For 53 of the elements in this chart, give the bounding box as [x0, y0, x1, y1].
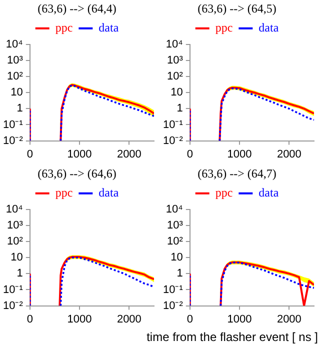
- y-tick-label: 10³: [6, 54, 24, 66]
- x-tick-label: 0: [26, 313, 33, 326]
- y-tick-label: 10⁻¹: [162, 284, 184, 296]
- y-tick-label: 10: [10, 252, 23, 264]
- y-tick-label: 10²: [6, 70, 24, 83]
- y-tick-label: 10⁻²: [2, 300, 24, 312]
- legend-label: data: [98, 186, 120, 200]
- x-tick-label: 1000: [227, 313, 252, 326]
- y-tick-label: 10⁴: [166, 203, 184, 216]
- x-tick-label: 2000: [276, 313, 302, 326]
- x-axis-title: time from the flasher event [ ns ]: [146, 330, 318, 344]
- chart-title: (63,6) --> (64,6): [38, 166, 116, 180]
- legend-label: ppc: [215, 20, 233, 35]
- y-tick-label: 10²: [6, 236, 24, 248]
- y-tick-label: 10⁻¹: [162, 118, 184, 131]
- y-tick-label: 10³: [6, 220, 24, 232]
- y-tick-label: 1: [176, 102, 183, 115]
- legend-label: data: [98, 20, 120, 35]
- y-tick-label: 10⁻²: [162, 134, 184, 147]
- y-tick-label: 1: [16, 268, 23, 280]
- y-tick-label: 10³: [166, 220, 184, 232]
- y-tick-label: 1: [16, 102, 23, 115]
- x-tick-label: 2000: [116, 148, 142, 160]
- x-tick-label: 1000: [227, 148, 252, 160]
- x-tick-label: 2000: [116, 313, 142, 326]
- legend-label: ppc: [55, 186, 73, 200]
- y-tick-label: 10⁻¹: [2, 118, 24, 131]
- legend-label: ppc: [55, 20, 73, 35]
- x-tick-label: 0: [186, 313, 193, 326]
- chart-title: (63,6) --> (64,5): [198, 1, 276, 16]
- y-tick-label: 10²: [166, 236, 184, 248]
- y-tick-label: 10³: [166, 54, 184, 66]
- chart-title: (63,6) --> (64,4): [38, 1, 116, 16]
- y-tick-label: 10⁻²: [162, 300, 184, 312]
- legend-label: ppc: [215, 186, 233, 200]
- x-tick-label: 0: [186, 148, 193, 160]
- y-tick-label: 10⁴: [166, 38, 184, 50]
- y-tick-label: 10⁻²: [2, 134, 24, 147]
- x-tick-label: 1000: [67, 313, 92, 326]
- x-tick-label: 0: [26, 148, 33, 160]
- y-tick-label: 10⁴: [6, 203, 24, 216]
- y-tick-label: 10: [170, 252, 183, 264]
- legend-label: data: [258, 186, 280, 200]
- y-tick-label: 10²: [166, 70, 184, 83]
- y-tick-label: 10⁴: [6, 38, 24, 50]
- x-tick-label: 1000: [67, 148, 92, 160]
- y-tick-label: 10: [10, 86, 23, 99]
- legend-label: data: [258, 20, 280, 35]
- chart-title: (63,6) --> (64,7): [198, 166, 276, 180]
- y-tick-label: 10: [170, 86, 183, 99]
- y-tick-label: 10⁻¹: [2, 284, 24, 296]
- y-tick-label: 1: [176, 268, 183, 280]
- x-tick-label: 2000: [276, 148, 302, 160]
